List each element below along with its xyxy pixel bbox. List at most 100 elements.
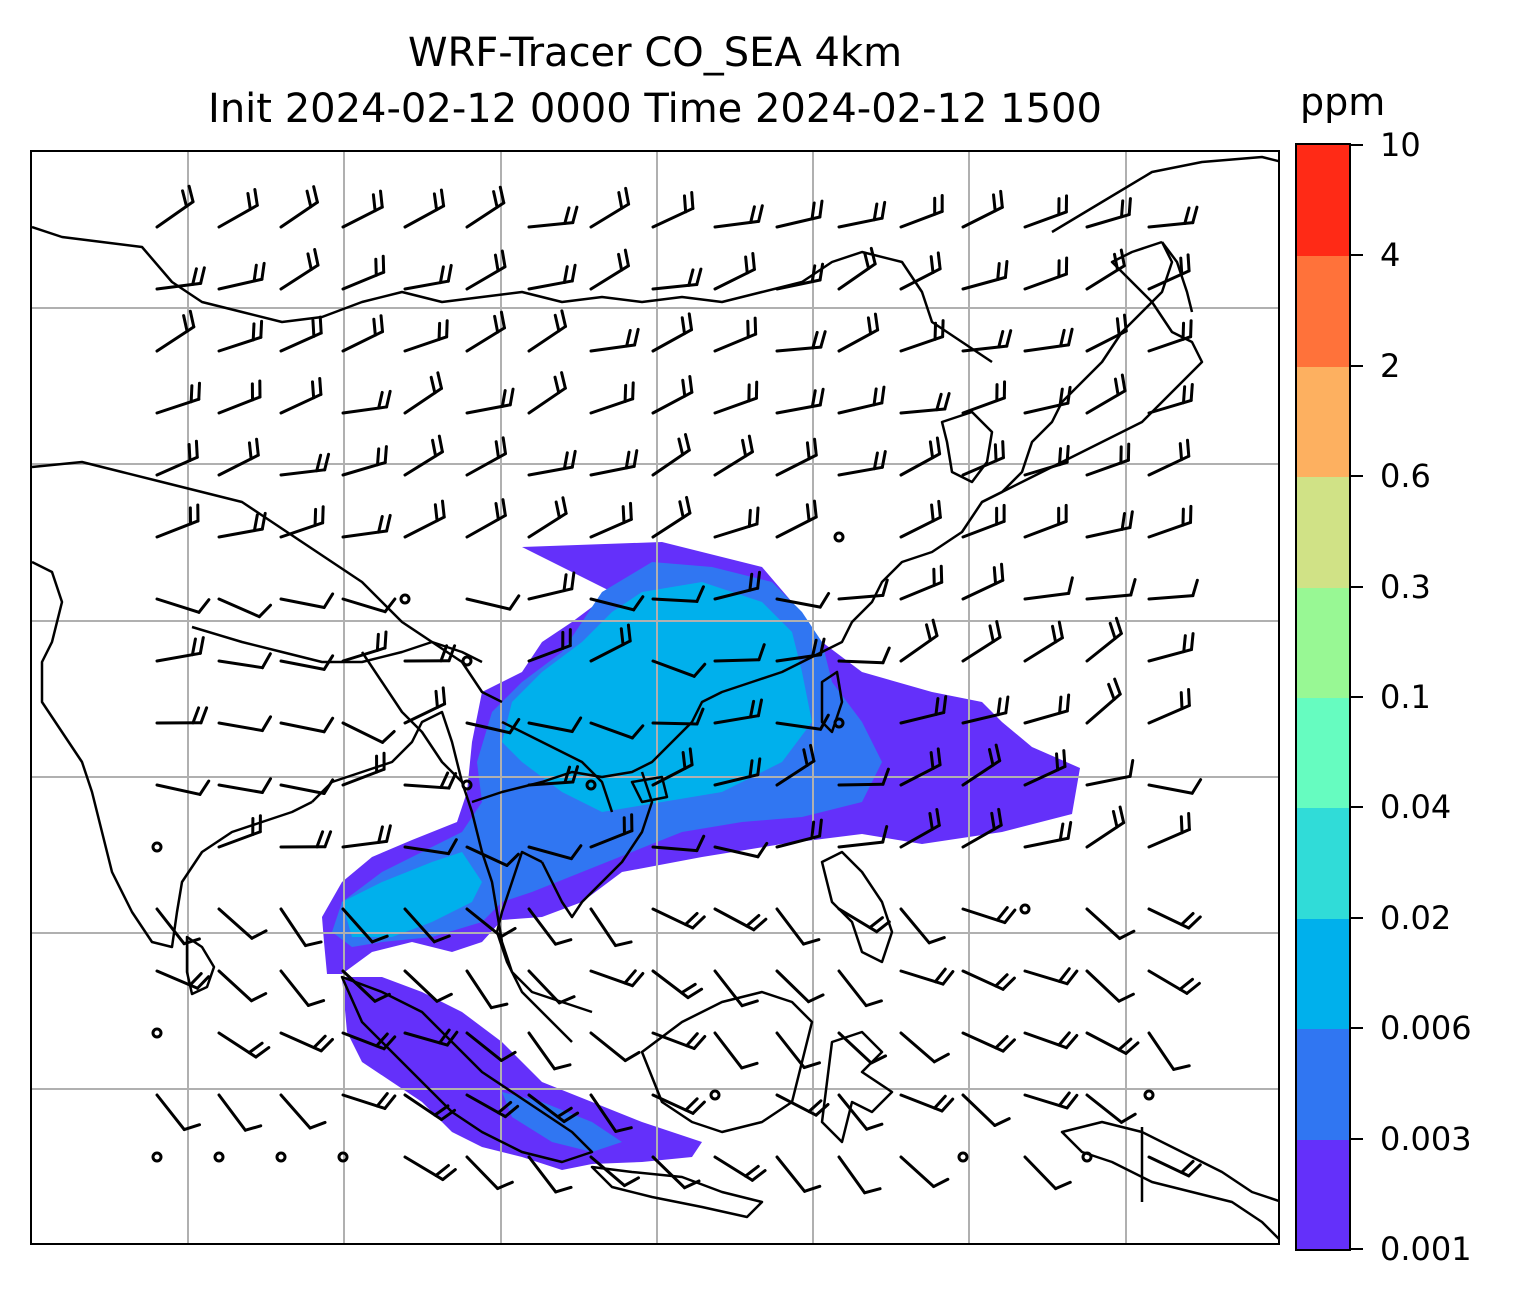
wind-barb	[279, 376, 323, 415]
wind-barb	[1023, 820, 1073, 849]
wind-barb	[217, 319, 264, 353]
colorbar-segment	[1297, 476, 1349, 588]
wind-barb	[899, 1093, 955, 1113]
wind-barb	[1147, 253, 1191, 291]
wind-barb	[589, 501, 633, 539]
wind-barb	[1147, 504, 1193, 539]
colorbar-tick	[1351, 696, 1363, 698]
wind-barb	[837, 1155, 882, 1195]
wind-barb	[279, 592, 335, 609]
wind-barb	[961, 440, 1005, 477]
border-myanmar	[360, 651, 463, 783]
coastline-new-guinea	[1060, 1120, 1278, 1240]
map-subtitle: Init 2024-02-12 0000 Time 2024-02-12 150…	[208, 86, 1102, 132]
wind-barb	[1023, 620, 1064, 663]
wind-barb	[1085, 578, 1137, 601]
wind-barb	[155, 907, 201, 946]
wind-barb	[713, 643, 766, 663]
wind-barb	[217, 652, 272, 670]
wind-barb	[465, 387, 515, 415]
wind-barb	[217, 907, 268, 940]
colorbar-tick	[1351, 806, 1363, 809]
wind-barb	[837, 246, 877, 291]
wind-barb	[1085, 248, 1126, 291]
wind-barb	[589, 969, 645, 988]
wind-barb	[341, 721, 396, 744]
wind-barb	[651, 585, 705, 603]
coastline-borneo	[640, 990, 814, 1134]
coastline-java	[590, 1165, 764, 1219]
calm-wind-marker	[213, 1151, 225, 1163]
colorbar-tick	[1351, 475, 1363, 478]
wind-barb	[403, 644, 457, 663]
wind-barb	[465, 594, 521, 611]
calm-wind-marker	[337, 1151, 349, 1163]
wind-barb	[155, 503, 200, 539]
colorbar-unit: ppm	[1300, 80, 1386, 124]
wind-barb	[589, 248, 630, 291]
wind-barb	[651, 495, 692, 539]
colorbar-segment	[1297, 697, 1349, 809]
wind-barb	[279, 1093, 327, 1130]
colorbar-tick	[1351, 254, 1363, 257]
wind-barb	[341, 254, 386, 291]
graticule	[32, 152, 1278, 1243]
wind-barb	[341, 969, 391, 1003]
wind-barb	[713, 251, 756, 291]
coastline-malay-peninsula	[495, 931, 573, 1043]
wind-barb	[403, 1028, 459, 1047]
border-china-north	[32, 225, 993, 364]
wind-barb	[1147, 969, 1201, 995]
colorbar-tick	[1351, 1137, 1363, 1140]
wind-barb	[775, 1031, 821, 1070]
wind-barb	[775, 713, 830, 731]
wind-barb	[217, 1031, 271, 1059]
calm-wind-marker	[461, 779, 473, 791]
wind-barb	[713, 969, 759, 1008]
wind-barb	[341, 389, 392, 415]
wind-barb	[341, 597, 397, 614]
wind-barb	[589, 449, 639, 477]
wind-barb	[403, 907, 451, 944]
wind-barb	[651, 374, 694, 415]
wind-barb	[465, 969, 509, 1010]
colorbar-tick	[1351, 585, 1363, 588]
plume-low-south	[342, 977, 702, 1170]
colorbar-tick-label: 0.3	[1380, 567, 1431, 606]
wind-barb	[1023, 194, 1069, 229]
wind-barb	[837, 1031, 888, 1065]
wind-barb	[713, 1031, 759, 1070]
wind-barb	[217, 777, 272, 794]
co-tracer-plume	[322, 542, 1080, 1170]
wind-barb	[775, 437, 818, 477]
wind-barb	[527, 716, 583, 734]
colorbar-tick	[1351, 916, 1363, 919]
colorbar-segment	[1297, 1138, 1349, 1249]
colorbar-tick-label: 4	[1380, 236, 1401, 275]
coastline-sri-lanka	[185, 935, 216, 996]
coastline-hainan	[630, 775, 669, 804]
wind-barb	[589, 186, 631, 229]
wind-barb	[217, 715, 273, 733]
wind-barb	[775, 262, 825, 291]
colorbar-segment	[1297, 917, 1349, 1030]
wind-barb	[465, 717, 521, 735]
wind-barb	[341, 445, 388, 477]
wind-barb	[527, 371, 567, 415]
calm-wind-marker	[151, 841, 163, 853]
wind-barb	[403, 499, 446, 539]
wind-barb	[1023, 1155, 1072, 1191]
coastline-taiwan	[820, 670, 844, 734]
wind-barb	[589, 623, 632, 663]
coastline-korea	[940, 410, 994, 484]
wind-barb	[465, 907, 517, 939]
wind-barb	[713, 434, 754, 477]
wind-barb	[1147, 632, 1195, 663]
wind-barb	[1085, 1093, 1137, 1124]
wind-barb	[527, 309, 568, 353]
wind-barb	[961, 562, 1005, 601]
wind-barb	[1147, 907, 1202, 930]
wind-barb	[217, 969, 268, 1003]
calm-wind-marker	[709, 1089, 721, 1101]
wind-barb	[1085, 616, 1123, 663]
